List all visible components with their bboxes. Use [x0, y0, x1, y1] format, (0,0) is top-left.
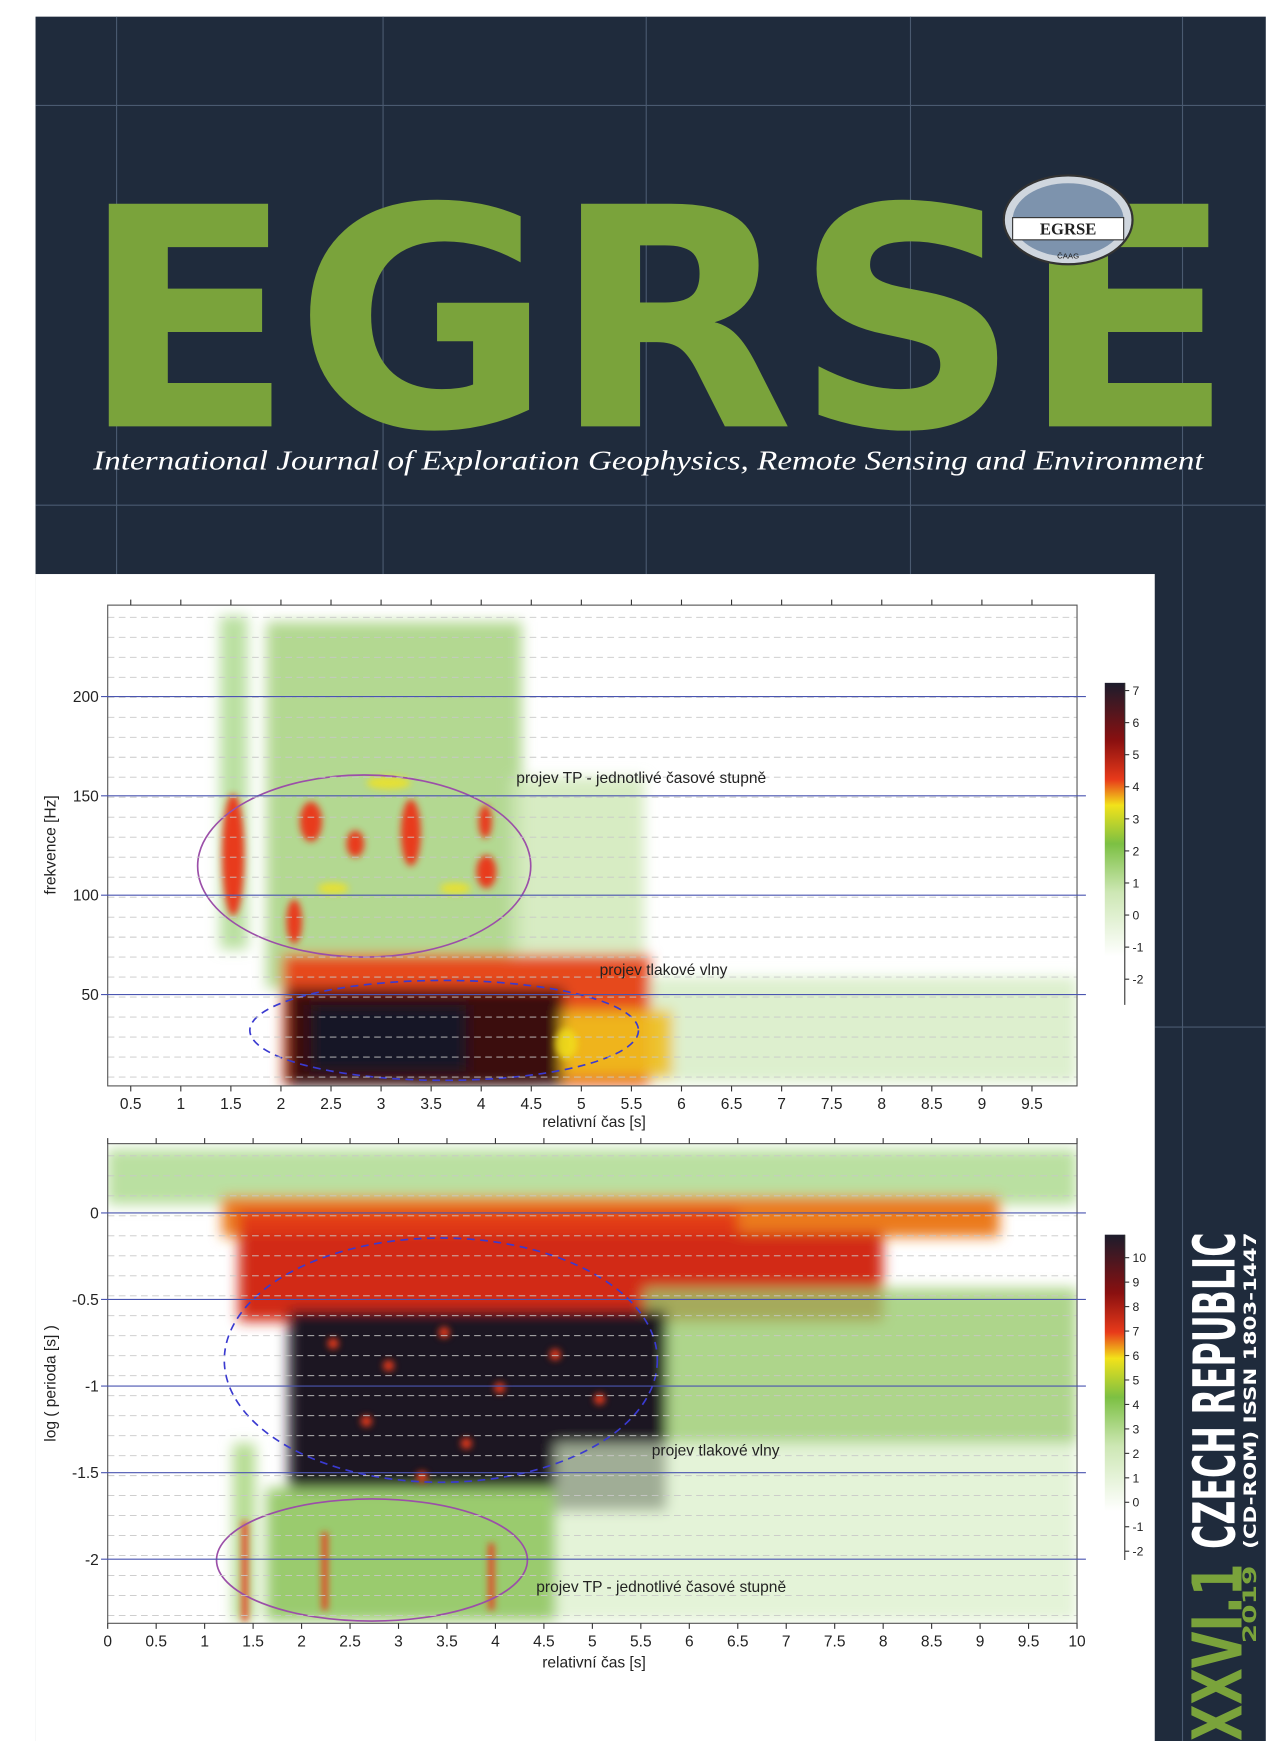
- colorbar-tick-label: -2: [1133, 1545, 1144, 1559]
- logo: EGRSE ČAAG: [1002, 174, 1134, 266]
- colorbar-tick-label: 1: [1133, 1471, 1140, 1485]
- annotation: projev tlakové vlny: [652, 1443, 780, 1460]
- colorbar-tick-label: 0: [1133, 1496, 1140, 1510]
- x-tick-label: 4.5: [520, 1096, 542, 1113]
- x-axis-label: relativní čas [s]: [542, 1655, 646, 1672]
- x-tick-label: 2: [297, 1634, 306, 1651]
- x-tick-label: 5: [588, 1634, 597, 1651]
- x-tick-label: 3: [394, 1634, 403, 1651]
- x-tick-label: 2.5: [320, 1096, 342, 1113]
- x-tick-label: 7.5: [824, 1634, 846, 1651]
- colorbar-tick-label: -1: [1133, 941, 1144, 955]
- x-tick-label: 1.5: [220, 1096, 242, 1113]
- x-tick-label: 8.5: [921, 1096, 943, 1113]
- x-tick-label: 5.5: [621, 1096, 643, 1113]
- y-tick-label: 50: [82, 987, 100, 1004]
- x-tick-label: 4.5: [533, 1634, 555, 1651]
- colorbar-tick-label: 6: [1133, 1349, 1140, 1363]
- plot-frame: [107, 604, 1078, 1087]
- annotation: projev TP - jednotlivé časové stupně: [516, 770, 766, 787]
- y-axis-label: frekvence [Hz]: [43, 795, 60, 894]
- y-tick-label: -1.5: [72, 1465, 99, 1482]
- x-tick-label: 6.5: [727, 1634, 749, 1651]
- y-tick-label: -2: [85, 1552, 99, 1569]
- country: CZECH REPUBLIC: [1181, 1232, 1249, 1548]
- x-tick-label: 5: [577, 1096, 586, 1113]
- x-tick-label: 9: [978, 1096, 987, 1113]
- colorbar: [1104, 682, 1125, 1005]
- logo-sub: ČAAG: [1057, 252, 1079, 261]
- x-tick-label: 0.5: [145, 1634, 167, 1651]
- x-tick-label: 2.5: [339, 1634, 361, 1651]
- colorbar-tick-label: 4: [1133, 780, 1140, 794]
- colorbar-tick-label: 2: [1133, 844, 1140, 858]
- x-tick-label: 9.5: [1021, 1096, 1043, 1113]
- colorbar-tick-label: 0: [1133, 908, 1140, 922]
- colorbar-tick-label: 9: [1133, 1276, 1140, 1290]
- y-axis-label: log ( perioda [s] ): [43, 1325, 60, 1442]
- x-tick-label: 6: [685, 1634, 694, 1651]
- x-tick-label: 10: [1068, 1634, 1086, 1651]
- y-tick-label: 100: [73, 888, 99, 905]
- x-tick-label: 2: [277, 1096, 286, 1113]
- colorbar-tick-label: -1: [1133, 1520, 1144, 1534]
- background-grid: [35, 16, 1266, 1741]
- x-tick-label: 0.5: [120, 1096, 142, 1113]
- x-tick-label: 6.5: [721, 1096, 743, 1113]
- x-tick-label: 3: [377, 1096, 386, 1113]
- x-tick-label: 8: [879, 1634, 888, 1651]
- colorbar: [1104, 1234, 1125, 1561]
- y-tick-label: 0: [90, 1205, 99, 1222]
- x-tick-label: 0: [103, 1634, 112, 1651]
- annotation: projev tlakové vlny: [600, 962, 728, 979]
- x-tick-label: 7.5: [821, 1096, 843, 1113]
- x-tick-label: 6: [677, 1096, 686, 1113]
- colorbar-tick-label: 3: [1133, 812, 1140, 826]
- cover-subtitle: International Journal of Exploration Geo…: [92, 446, 1205, 477]
- x-tick-label: 1: [200, 1634, 209, 1651]
- y-tick-label: 150: [73, 788, 99, 805]
- x-tick-label: 8: [877, 1096, 886, 1113]
- x-tick-label: 8.5: [921, 1634, 943, 1651]
- x-tick-label: 9: [976, 1634, 985, 1651]
- volume: XXVI.1: [1178, 1563, 1258, 1741]
- x-tick-label: 3.5: [436, 1634, 458, 1651]
- x-tick-label: 7: [777, 1096, 786, 1113]
- x-tick-label: 4: [491, 1634, 500, 1651]
- x-tick-label: 1: [176, 1096, 185, 1113]
- x-tick-label: 3.5: [420, 1096, 442, 1113]
- y-tick-label: -1: [85, 1379, 99, 1396]
- y-tick-label: -0.5: [72, 1292, 99, 1309]
- x-tick-label: 7: [782, 1634, 791, 1651]
- x-axis-label: relativní čas [s]: [542, 1114, 646, 1131]
- side-band: XXVI.1 CZECH REPUBLIC 2019 (CD-ROM) ISSN…: [1178, 1232, 1260, 1741]
- colorbar-tick-label: 1: [1133, 876, 1140, 890]
- y-tick-label: 200: [73, 689, 99, 706]
- issn: (CD-ROM) ISSN 1803-1447: [1241, 1232, 1260, 1548]
- colorbar-tick-label: 2: [1133, 1447, 1140, 1461]
- annotation: projev TP - jednotlivé časové stupně: [536, 1579, 786, 1596]
- colorbar-tick-label: 10: [1133, 1251, 1147, 1265]
- colorbar-tick-label: 5: [1133, 748, 1140, 762]
- x-tick-label: 5.5: [630, 1634, 652, 1651]
- x-tick-label: 1.5: [242, 1634, 264, 1651]
- logo-text: EGRSE: [1040, 219, 1096, 238]
- colorbar-tick-label: 4: [1133, 1398, 1140, 1412]
- x-tick-label: 4: [477, 1096, 486, 1113]
- year: 2019: [1239, 1566, 1261, 1644]
- colorbar-tick-label: 5: [1133, 1373, 1140, 1387]
- colorbar-tick-label: -2: [1133, 973, 1144, 987]
- x-tick-label: 9.5: [1018, 1634, 1040, 1651]
- colorbar-tick-label: 6: [1133, 716, 1140, 730]
- colorbar-tick-label: 7: [1133, 1325, 1140, 1339]
- colorbar-tick-label: 3: [1133, 1422, 1140, 1436]
- colorbar-tick-label: 7: [1133, 684, 1140, 698]
- colorbar-tick-label: 8: [1133, 1300, 1140, 1314]
